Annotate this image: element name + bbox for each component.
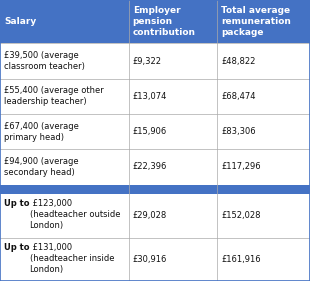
- Bar: [0, 44, 129, 79]
- Bar: [217, 237, 310, 281]
- Text: £67,400 (average
primary head): £67,400 (average primary head): [4, 122, 79, 142]
- Bar: [0, 185, 129, 194]
- Bar: [0, 237, 129, 281]
- Bar: [129, 44, 217, 79]
- Bar: [217, 114, 310, 149]
- Text: £117,296: £117,296: [221, 162, 261, 171]
- Text: £94,900 (average
secondary head): £94,900 (average secondary head): [4, 157, 79, 177]
- Text: £131,000
(headteacher inside
London): £131,000 (headteacher inside London): [29, 243, 114, 274]
- Bar: [129, 79, 217, 114]
- Text: £29,028: £29,028: [133, 211, 167, 220]
- Bar: [217, 79, 310, 114]
- Bar: [217, 0, 310, 44]
- Bar: [129, 149, 217, 185]
- Bar: [217, 194, 310, 237]
- Text: £48,822: £48,822: [221, 56, 255, 65]
- Text: Total average
remuneration
package: Total average remuneration package: [221, 6, 291, 37]
- Text: Salary: Salary: [4, 17, 36, 26]
- Bar: [129, 194, 217, 237]
- Bar: [217, 149, 310, 185]
- Text: £22,396: £22,396: [133, 162, 167, 171]
- Text: £39,500 (average
classroom teacher): £39,500 (average classroom teacher): [4, 51, 85, 71]
- Bar: [129, 114, 217, 149]
- Text: £83,306: £83,306: [221, 127, 256, 136]
- Text: £152,028: £152,028: [221, 211, 260, 220]
- Bar: [129, 237, 217, 281]
- Text: £68,474: £68,474: [221, 92, 255, 101]
- Text: £30,916: £30,916: [133, 255, 167, 264]
- Text: £161,916: £161,916: [221, 255, 261, 264]
- Bar: [0, 194, 129, 237]
- Text: £9,322: £9,322: [133, 56, 162, 65]
- Bar: [0, 0, 129, 44]
- Bar: [0, 149, 129, 185]
- Text: £13,074: £13,074: [133, 92, 167, 101]
- Bar: [129, 185, 217, 194]
- Text: £55,400 (average other
leadership teacher): £55,400 (average other leadership teache…: [4, 86, 104, 106]
- Text: Up to: Up to: [4, 243, 29, 251]
- Text: Up to: Up to: [4, 199, 29, 208]
- Bar: [0, 114, 129, 149]
- Text: Employer
pension
contribution: Employer pension contribution: [133, 6, 196, 37]
- Bar: [217, 44, 310, 79]
- Bar: [217, 185, 310, 194]
- Bar: [129, 0, 217, 44]
- Bar: [0, 79, 129, 114]
- Text: £123,000
(headteacher outside
London): £123,000 (headteacher outside London): [29, 199, 120, 230]
- Text: £15,906: £15,906: [133, 127, 167, 136]
